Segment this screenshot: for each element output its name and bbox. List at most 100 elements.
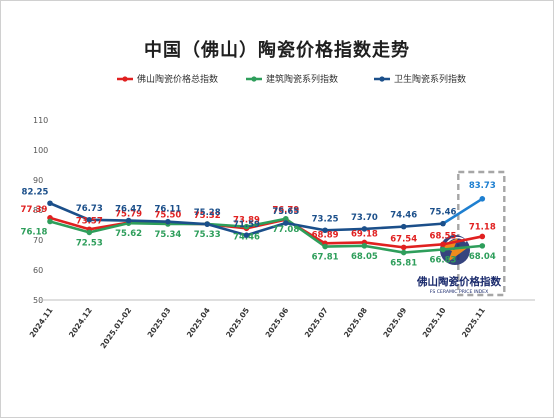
data-label-s2-7: 77.08: [272, 225, 299, 235]
y-tick-label: 90: [33, 176, 43, 185]
legend-marker-1: [122, 76, 128, 82]
data-point-s3-2: [86, 217, 93, 223]
data-label-s1-1: 77.39: [21, 205, 48, 215]
data-label-s3-2: 76.73: [76, 204, 103, 214]
legend: 佛山陶瓷价格总指数 建筑陶瓷系列指数 卫生陶瓷系列指数: [117, 73, 466, 85]
data-label-s1-4: 75.50: [154, 211, 181, 221]
watermark-subtitle: FS CERAMIC PRICE INDEX: [430, 289, 488, 295]
latest-month-highlight: [457, 170, 506, 297]
data-point-s2-11: [440, 246, 446, 253]
legend-label-2: 建筑陶瓷系列指数: [266, 73, 338, 85]
legend-marker-2: [251, 76, 257, 82]
data-label-s3-12: 83.73: [469, 181, 496, 191]
data-label-s1-3: 75.79: [115, 210, 142, 220]
x-tick-label: 2025.09: [381, 306, 408, 339]
data-point-s3-4: [165, 218, 171, 225]
data-point-s3-9: [361, 226, 368, 232]
data-label-s2-6: 74.46: [233, 233, 260, 243]
data-point-s3-10: [400, 223, 407, 230]
legend-label-3: 卫生陶瓷系列指数: [394, 73, 466, 85]
data-label-s3-11: 75.46: [430, 208, 457, 218]
data-label-s1-5: 75.32: [194, 211, 221, 221]
data-label-s3-9: 73.70: [351, 213, 378, 223]
data-label-s2-10: 65.81: [390, 259, 417, 269]
data-label-s3-7: 75.65: [272, 207, 299, 217]
data-point-s2-7: [283, 215, 289, 222]
data-label-s2-1: 76.18: [21, 227, 48, 237]
data-label-s2-5: 75.33: [194, 230, 221, 240]
data-point-s3-8: [322, 227, 328, 234]
series-points: [47, 196, 486, 256]
data-label-s1-6: 73.89: [233, 215, 260, 225]
x-tick-label: 2025.01-02: [98, 306, 133, 350]
y-tick-label: 100: [33, 146, 48, 155]
chart-title: 中国（佛山）陶瓷价格指数走势: [144, 40, 410, 61]
x-tick-label: 2025.03: [146, 306, 173, 339]
data-point-s1-11: [440, 241, 446, 248]
data-point-s2-1: [47, 218, 53, 225]
data-point-s3-12: [479, 196, 486, 202]
x-axis: 2024.11 2024.12 2025.01-02 2025.03 2025.04 20…: [28, 299, 535, 350]
data-label-s3-8: 73.25: [312, 214, 339, 224]
data-label-s1-10: 67.54: [390, 234, 417, 244]
legend-label-1: 佛山陶瓷价格总指数: [137, 73, 218, 85]
x-tick-label: 2025.05: [224, 306, 251, 339]
highlight-box: [457, 170, 506, 297]
y-tick-label: 70: [33, 236, 43, 245]
data-label-s3-3: 76.47: [115, 205, 142, 215]
data-point-s3-7: [283, 220, 289, 226]
legend-marker-3: [379, 76, 385, 82]
data-point-s3-6: [243, 232, 250, 239]
data-label-s1-2: 73.57: [76, 216, 103, 226]
data-label-s2-9: 68.05: [351, 252, 378, 262]
data-label-s1-12: 71.18: [469, 222, 496, 232]
data-label-s3-1: 82.25: [22, 187, 49, 197]
data-label-s2-11: 66.83: [430, 256, 457, 266]
data-point-s2-6: [243, 223, 250, 230]
data-label-s2-12: 68.04: [469, 252, 496, 262]
data-point-s3-5: [204, 221, 210, 227]
data-labels: 77.39 73.57 75.79 75.50 75.32 73.89 76.79 68.89…: [21, 181, 496, 269]
data-label-s1-7: 76.79: [272, 206, 299, 216]
data-label-s2-8: 67.81: [312, 253, 339, 263]
data-point-s3-1: [47, 200, 53, 207]
x-tick-label: 2024.12: [67, 306, 94, 339]
x-tick-label: 2025.06: [263, 306, 290, 339]
data-label-s2-3: 75.62: [115, 229, 142, 239]
data-label-s3-6: 71.59: [233, 220, 260, 230]
data-point-s2-12: [479, 243, 486, 249]
data-point-s1-10: [400, 244, 407, 251]
x-tick-label: 2024.11: [28, 306, 55, 339]
data-label-s3-5: 75.28: [194, 208, 221, 218]
data-label-s3-10: 74.46: [390, 211, 417, 221]
data-point-s2-8: [322, 243, 328, 250]
data-point-s2-2: [86, 229, 93, 236]
data-label-s1-11: 68.55: [430, 231, 457, 241]
data-point-s3-11: [440, 220, 446, 227]
x-tick-label: 2025.08: [342, 306, 369, 339]
x-tick-label: 2025.11: [460, 306, 487, 339]
y-tick-label: 60: [33, 266, 43, 275]
series-line-latest-segment-1: [441, 235, 484, 246]
y-tick-label: 110: [33, 116, 48, 125]
data-point-s2-9: [361, 243, 368, 249]
data-label-s2-2: 72.53: [76, 238, 103, 248]
series-line-latest-segment-3: [441, 197, 484, 225]
data-point-s1-12: [479, 233, 486, 240]
x-tick-label: 2025.07: [303, 306, 330, 339]
data-label-s1-9: 69.18: [351, 229, 378, 239]
data-label-s2-4: 75.34: [154, 230, 181, 240]
x-tick-label: 2025.10: [421, 306, 448, 339]
data-label-s3-4: 76.11: [154, 205, 181, 215]
data-point-s2-10: [400, 249, 407, 256]
data-label-s1-8: 68.89: [312, 230, 339, 240]
series-line-latest-segment-2: [441, 244, 484, 251]
y-tick-label: 80: [33, 206, 43, 215]
y-tick-label: 50: [33, 296, 43, 305]
data-point-s3-3: [125, 217, 132, 224]
watermark-title: 佛山陶瓷价格指数: [416, 275, 501, 288]
y-axis: 50 60 70 80 90 100 110: [33, 116, 48, 305]
x-tick-label: 2025.04: [185, 306, 212, 339]
